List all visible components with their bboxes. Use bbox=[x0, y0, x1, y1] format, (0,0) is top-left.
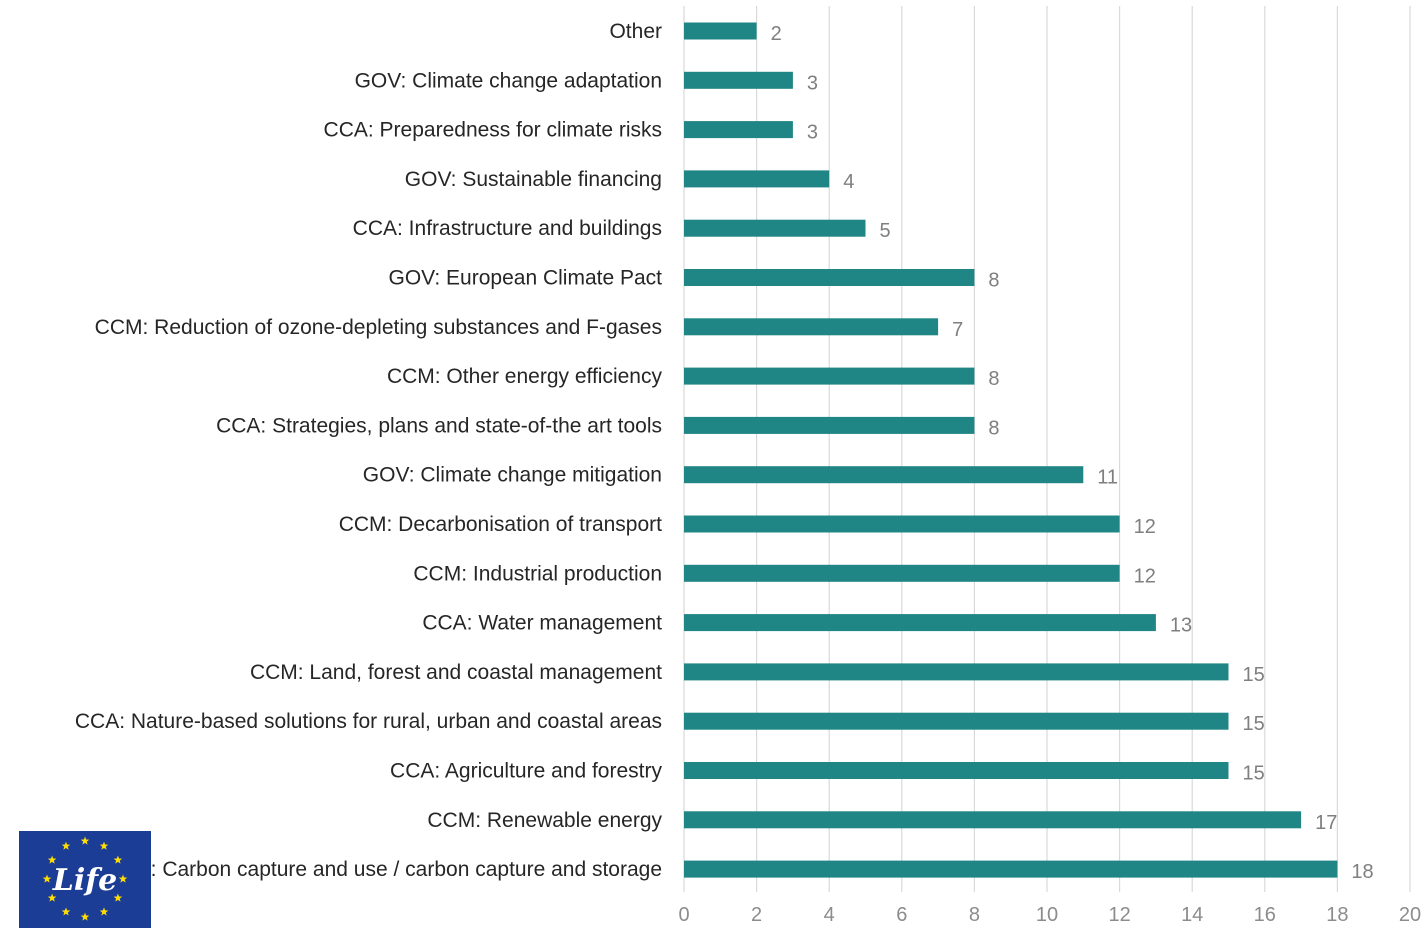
bar bbox=[684, 71, 793, 89]
star-icon bbox=[99, 841, 109, 850]
category-label: CCM: Decarbonisation of transport bbox=[339, 513, 662, 536]
star-icon bbox=[80, 912, 90, 921]
category-label: Other bbox=[609, 20, 662, 43]
data-label: 17 bbox=[1315, 812, 1337, 834]
category-label: CCA: Agriculture and forestry bbox=[390, 760, 662, 783]
x-tick-label: 6 bbox=[896, 904, 907, 926]
x-tick-label: 20 bbox=[1399, 904, 1421, 926]
bar bbox=[684, 466, 1084, 484]
star-icon bbox=[113, 855, 123, 864]
x-tick-label: 4 bbox=[824, 904, 835, 926]
data-label: 3 bbox=[807, 72, 818, 94]
category-label: CCA: Water management bbox=[422, 612, 662, 635]
data-label: 2 bbox=[771, 23, 782, 45]
star-icon bbox=[61, 841, 71, 850]
x-tick-label: 2 bbox=[751, 904, 762, 926]
x-tick-label: 10 bbox=[1036, 904, 1058, 926]
category-label: CCA: Infrastructure and buildings bbox=[353, 217, 662, 240]
data-label: 15 bbox=[1243, 713, 1265, 735]
category-label: CCA: Preparedness for climate risks bbox=[324, 119, 662, 142]
bar bbox=[684, 762, 1229, 779]
data-label: 5 bbox=[880, 220, 891, 242]
category-label: CCA: Strategies, plans and state-of-the … bbox=[216, 414, 662, 437]
data-label: 3 bbox=[807, 122, 818, 144]
bar bbox=[684, 614, 1156, 632]
bar bbox=[684, 663, 1229, 681]
category-label: CCM: Other energy efficiency bbox=[387, 365, 663, 388]
bar bbox=[684, 416, 975, 434]
bar bbox=[684, 318, 939, 336]
x-tick-label: 14 bbox=[1181, 904, 1203, 926]
star-icon bbox=[99, 907, 109, 916]
bar bbox=[684, 22, 757, 40]
category-label: GOV: Sustainable financing bbox=[405, 168, 662, 191]
category-label: CCM: Industrial production bbox=[413, 562, 662, 585]
x-tick-label: 8 bbox=[969, 904, 980, 926]
bar bbox=[684, 269, 975, 286]
bar bbox=[684, 515, 1120, 533]
x-tick-label: 0 bbox=[678, 904, 689, 926]
category-label: CCM: Land, forest and coastal management bbox=[250, 661, 662, 684]
star-icon bbox=[47, 893, 57, 902]
eu-life-logo: Life bbox=[19, 831, 151, 928]
star-icon bbox=[113, 893, 123, 902]
data-label: 8 bbox=[988, 417, 999, 439]
bar bbox=[684, 860, 1338, 878]
category-label: CCM: Renewable energy bbox=[427, 809, 662, 832]
category-label: CCM: Carbon capture and use / carbon cap… bbox=[103, 858, 662, 881]
star-icon bbox=[42, 874, 52, 883]
star-icon bbox=[61, 907, 71, 916]
bar bbox=[684, 367, 975, 385]
category-label: GOV: Climate change mitigation bbox=[363, 464, 662, 487]
data-label: 13 bbox=[1170, 615, 1192, 637]
data-label: 4 bbox=[843, 171, 854, 193]
data-label: 11 bbox=[1097, 467, 1118, 489]
bar bbox=[684, 712, 1229, 730]
data-label: 15 bbox=[1243, 763, 1265, 785]
bar bbox=[684, 170, 830, 188]
data-label: 8 bbox=[988, 368, 999, 390]
category-label: GOV: Climate change adaptation bbox=[355, 69, 662, 92]
star-icon bbox=[47, 855, 57, 864]
data-label: 12 bbox=[1134, 565, 1156, 587]
data-label: 7 bbox=[952, 319, 963, 341]
category-label: CCM: Reduction of ozone-depleting substa… bbox=[95, 316, 662, 339]
x-tick-label: 12 bbox=[1108, 904, 1130, 926]
bar bbox=[684, 811, 1302, 829]
category-label: CCA: Nature-based solutions for rural, u… bbox=[75, 710, 662, 733]
data-label: 8 bbox=[988, 270, 999, 292]
bar bbox=[684, 564, 1120, 582]
logo-text: Life bbox=[52, 863, 117, 898]
star-icon bbox=[80, 836, 90, 845]
data-label: 15 bbox=[1243, 664, 1265, 686]
data-label: 12 bbox=[1134, 516, 1156, 538]
bar bbox=[684, 121, 793, 139]
data-label: 18 bbox=[1351, 861, 1373, 883]
star-icon bbox=[118, 874, 128, 883]
x-tick-label: 16 bbox=[1254, 904, 1276, 926]
x-tick-label: 18 bbox=[1326, 904, 1348, 926]
category-label: GOV: European Climate Pact bbox=[388, 267, 662, 290]
bar bbox=[684, 219, 866, 237]
